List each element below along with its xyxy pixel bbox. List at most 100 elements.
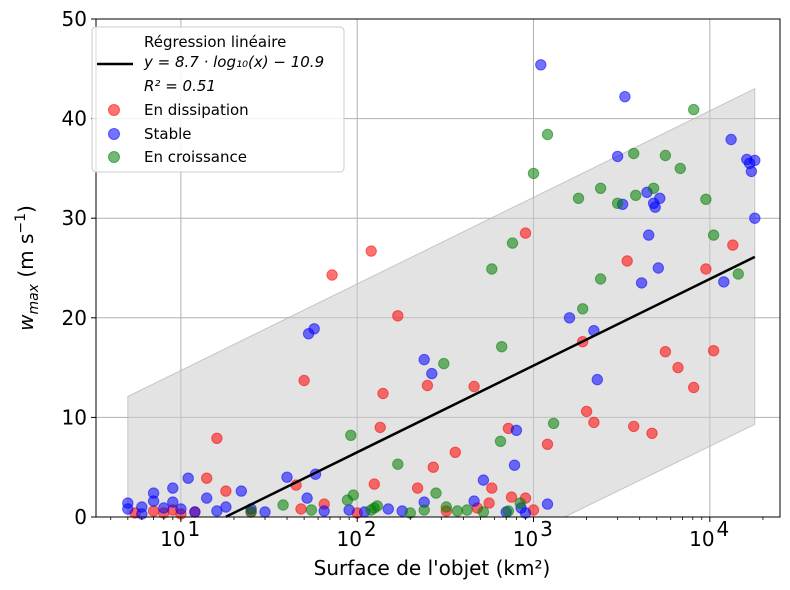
croissance-point — [577, 303, 589, 315]
stable-point — [167, 482, 179, 494]
croissance-point — [277, 499, 289, 511]
y-tick-label: 20 — [62, 306, 87, 330]
croissance-point — [486, 263, 498, 275]
stable-point — [654, 192, 666, 205]
y-tick-label: 10 — [62, 405, 87, 429]
dissipation-point — [374, 421, 386, 434]
x-tick-label-exponent: 1 — [188, 517, 201, 541]
croissance-point — [547, 417, 560, 430]
stable-point — [718, 276, 730, 288]
x-tick-label: 10 — [513, 527, 538, 551]
x-tick-label: 10 — [336, 527, 361, 551]
stable-point — [749, 154, 761, 167]
dissipation-point — [646, 427, 658, 439]
dissipation-point — [707, 345, 720, 357]
croissance-point — [527, 167, 540, 180]
x-axis-label: Surface de l'objet (km²) — [314, 556, 551, 580]
stable-point — [235, 485, 248, 497]
scatter-points — [122, 59, 761, 520]
dissipation-point — [580, 405, 593, 418]
dissipation-point — [628, 420, 640, 433]
croissance-point — [594, 182, 607, 195]
stable-point — [477, 474, 490, 486]
dissipation-point — [672, 361, 684, 374]
dissipation-point — [211, 432, 223, 444]
stable-point — [652, 262, 664, 274]
dissipation-point — [220, 485, 232, 497]
croissance-point — [707, 229, 720, 241]
y-axis-label-close: ) — [14, 205, 38, 213]
dissipation-point — [621, 255, 633, 267]
stable-point — [343, 504, 355, 516]
x-tick-label-exponent: 4 — [716, 517, 729, 541]
y-axis-label-var: w — [14, 314, 38, 331]
stable-point — [301, 492, 313, 504]
legend-regression-label: Régression linéaire — [144, 33, 286, 51]
dissipation-point — [427, 461, 439, 473]
regression-line — [225, 255, 756, 518]
x-tick-label-exponent: 2 — [364, 517, 377, 541]
x-tick-label-exponent: 3 — [540, 517, 553, 541]
confidence-band — [127, 87, 756, 518]
croissance-point — [345, 429, 357, 441]
croissance-point — [506, 237, 519, 249]
y-axis-label-exp: −1 — [13, 213, 29, 234]
croissance-point — [392, 458, 404, 470]
stable-point — [535, 59, 547, 71]
confidence-band-area — [127, 87, 756, 518]
croissance-point — [451, 505, 464, 517]
croissance-point — [572, 192, 585, 205]
legend-label-croissance: En croissance — [144, 148, 247, 166]
croissance-point — [438, 357, 450, 370]
stable-point — [635, 277, 648, 289]
croissance-point — [630, 189, 642, 202]
stable-point — [158, 502, 170, 514]
stable-point — [122, 503, 134, 515]
stable-point — [643, 229, 655, 241]
croissance-point — [659, 149, 672, 162]
croissance-point — [541, 128, 554, 141]
croissance-point — [494, 435, 507, 447]
croissance-point — [440, 501, 452, 513]
croissance-point — [688, 103, 700, 116]
croissance-point — [628, 147, 640, 160]
stable-point — [510, 424, 523, 436]
dissipation-point — [365, 245, 377, 257]
stable-point — [189, 506, 201, 518]
y-tick-label: 30 — [62, 206, 87, 230]
stable-point — [649, 201, 661, 213]
croissance-point — [611, 197, 624, 210]
stable-point — [220, 501, 232, 513]
legend-regression-r2: R² = 0.51 — [144, 77, 216, 95]
regression-line-path — [225, 255, 756, 518]
legend-label-dissipation: En dissipation — [144, 101, 249, 119]
dissipation-point — [326, 269, 338, 281]
stable-point — [201, 492, 213, 504]
dissipation-point — [298, 374, 310, 387]
croissance-point — [496, 341, 508, 353]
croissance-point — [514, 497, 526, 509]
legend-marker-dissipation — [108, 104, 120, 116]
legend: Régression linéaire y = 8.7 · log₁₀(x) −… — [91, 26, 345, 173]
dissipation-point — [486, 482, 498, 494]
x-tick-label: 10 — [160, 527, 185, 551]
stable-point — [749, 212, 761, 224]
dissipation-point — [449, 446, 461, 458]
croissance-point — [732, 268, 744, 280]
croissance-point — [418, 504, 430, 516]
croissance-point — [305, 504, 318, 516]
dissipation-point — [468, 380, 480, 393]
y-tick-label: 40 — [62, 107, 87, 131]
dissipation-point — [201, 472, 213, 484]
dissipation-point — [392, 310, 404, 322]
croissance-point — [477, 506, 490, 518]
dissipation-point — [659, 346, 672, 358]
legend-marker-croissance — [108, 151, 120, 163]
legend-label-stable: Stable — [144, 125, 192, 143]
stable-point — [418, 353, 430, 366]
stable-point — [382, 503, 394, 515]
dissipation-point — [541, 438, 554, 450]
croissance-point — [502, 505, 515, 517]
